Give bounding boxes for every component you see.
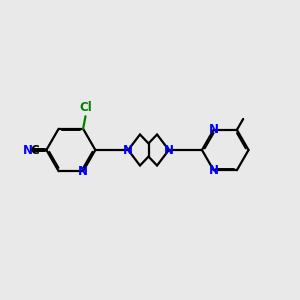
Text: N: N — [78, 165, 88, 178]
Text: N: N — [208, 123, 219, 136]
Text: C: C — [31, 143, 39, 157]
Text: ≡: ≡ — [31, 148, 33, 152]
Text: N: N — [208, 164, 219, 177]
Text: N: N — [123, 143, 133, 157]
Text: N: N — [164, 143, 174, 157]
Text: N: N — [23, 143, 33, 157]
Text: Cl: Cl — [80, 101, 92, 114]
